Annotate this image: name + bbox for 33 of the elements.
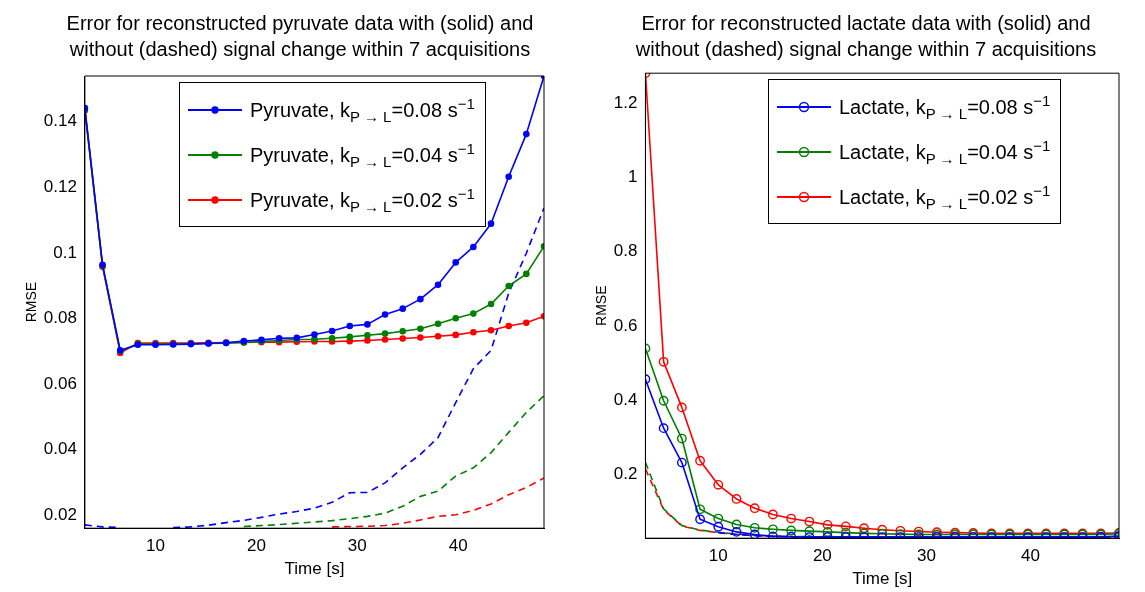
x-tick-label: 20 xyxy=(812,546,832,566)
x-axis-title: Time [s] xyxy=(284,559,345,579)
y-tick-label: 0.06 xyxy=(43,373,77,393)
x-tick-label: 10 xyxy=(146,536,165,556)
y-tick-label: 1.2 xyxy=(613,93,638,113)
x-tick-label: 10 xyxy=(708,546,728,566)
y-tick-label: 0.08 xyxy=(43,308,77,328)
chart-title: Error for reconstructed pyruvate data with (solid) and without (dashed) signal change within 7 acquisitions xyxy=(65,11,535,62)
y-axis-title: RMSE xyxy=(593,285,610,326)
y-tick-label: 0.14 xyxy=(43,111,77,131)
y-tick-label: 0.6 xyxy=(613,315,638,335)
y-tick-label: 0.1 xyxy=(53,242,77,262)
legend-label: Pyruvate, k$_{P → L}$=0.08 s$^{−1}$ xyxy=(250,94,475,125)
y-tick-label: 0.04 xyxy=(43,439,77,459)
y-tick-label: 0.12 xyxy=(43,176,77,196)
legend-label: Lactate, k$_{P → L}$=0.04 s$^{−1}$ xyxy=(839,136,1051,167)
legend-label: Pyruvate, k$_{P → L}$=0.04 s$^{−1}$ xyxy=(250,139,475,170)
x-tick-label: 40 xyxy=(1021,546,1040,566)
x-tick-label: 40 xyxy=(448,536,468,556)
y-tick-label: 1 xyxy=(627,167,638,187)
x-tick-label: 30 xyxy=(347,536,367,556)
y-tick-label: 0.8 xyxy=(613,241,638,261)
y-axis-title: RMSE xyxy=(23,281,40,323)
x-tick-label: 20 xyxy=(246,536,266,556)
legend-label: Pyruvate, k$_{P → L}$=0.02 s$^{−1}$ xyxy=(250,184,475,215)
legend-label: Lactate, k$_{P → L}$=0.08 s$^{−1}$ xyxy=(839,91,1051,122)
y-tick-label: 0.02 xyxy=(43,505,77,525)
x-tick-label: 30 xyxy=(916,546,936,566)
legend-label: Lactate, k$_{P → L}$=0.02 s$^{−1}$ xyxy=(839,181,1051,212)
y-tick-label: 0.2 xyxy=(613,463,638,483)
y-tick-label: 0.4 xyxy=(613,389,638,409)
x-axis-title: Time [s] xyxy=(852,569,913,589)
chart-title: Error for reconstructed lactate data with (solid) and without (dashed) signal change within 7 acquisitions xyxy=(634,11,1098,62)
